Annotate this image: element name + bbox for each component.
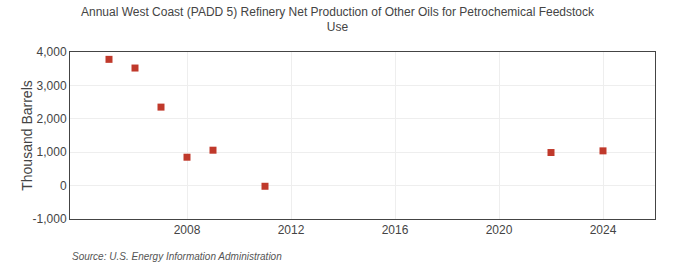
svg-text:-1,000: -1,000	[33, 212, 67, 226]
svg-text:4,000: 4,000	[37, 45, 67, 59]
svg-text:2016: 2016	[382, 223, 409, 237]
svg-text:1,000: 1,000	[37, 145, 67, 159]
svg-text:Annual West Coast (PADD 5) Ref: Annual West Coast (PADD 5) Refinery Net …	[81, 5, 595, 35]
svg-text:0: 0	[60, 179, 67, 193]
svg-text:Thousand Barrels: Thousand Barrels	[19, 80, 35, 191]
svg-text:2,000: 2,000	[37, 112, 67, 126]
svg-text:2020: 2020	[486, 223, 513, 237]
svg-text:3,000: 3,000	[37, 79, 67, 93]
svg-text:2024: 2024	[590, 223, 617, 237]
svg-text:2008: 2008	[174, 223, 201, 237]
svg-text:2012: 2012	[278, 223, 305, 237]
svg-text:Source: U.S. Energy Informatio: Source: U.S. Energy Information Administ…	[72, 251, 282, 262]
